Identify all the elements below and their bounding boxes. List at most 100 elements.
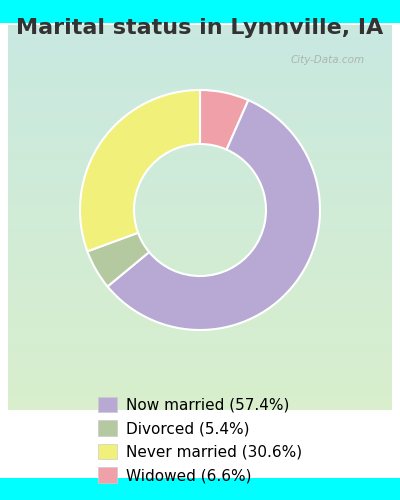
- Bar: [8, 257, 392, 259]
- Bar: [8, 296, 392, 298]
- Bar: [8, 277, 392, 278]
- Bar: [8, 329, 392, 331]
- Bar: [8, 290, 392, 291]
- Bar: [8, 326, 392, 327]
- Bar: [0, 478, 400, 500]
- Bar: [8, 326, 392, 329]
- Bar: [8, 383, 392, 385]
- Bar: [8, 352, 392, 356]
- Bar: [8, 287, 392, 290]
- Bar: [8, 398, 392, 402]
- Bar: [8, 332, 392, 334]
- Bar: [8, 194, 392, 198]
- Bar: [8, 368, 392, 370]
- Bar: [8, 356, 392, 360]
- Bar: [8, 264, 392, 268]
- Bar: [8, 60, 392, 64]
- Bar: [8, 246, 392, 248]
- Bar: [8, 114, 392, 117]
- Wedge shape: [87, 232, 149, 286]
- Bar: [8, 362, 392, 363]
- Bar: [8, 302, 392, 304]
- Bar: [8, 275, 392, 277]
- Bar: [8, 381, 392, 383]
- Bar: [8, 320, 392, 322]
- Bar: [8, 399, 392, 401]
- Bar: [8, 298, 392, 302]
- Text: City-Data.com: City-Data.com: [291, 55, 365, 65]
- Bar: [8, 25, 392, 29]
- Bar: [8, 378, 392, 380]
- Bar: [8, 283, 392, 287]
- Bar: [8, 404, 392, 406]
- Bar: [8, 179, 392, 183]
- Bar: [8, 318, 392, 322]
- Bar: [8, 314, 392, 316]
- Bar: [8, 294, 392, 298]
- Bar: [8, 365, 392, 367]
- Bar: [8, 291, 392, 293]
- Bar: [8, 349, 392, 350]
- Bar: [8, 304, 392, 306]
- Bar: [8, 56, 392, 59]
- Bar: [8, 32, 392, 36]
- Bar: [8, 347, 392, 349]
- Bar: [8, 240, 392, 244]
- Bar: [8, 344, 392, 348]
- Bar: [8, 102, 392, 106]
- Bar: [8, 233, 392, 237]
- Bar: [8, 48, 392, 52]
- Bar: [8, 401, 392, 403]
- Bar: [8, 44, 392, 48]
- Bar: [8, 372, 392, 374]
- Bar: [8, 52, 392, 56]
- Bar: [8, 75, 392, 79]
- Bar: [8, 396, 392, 398]
- Bar: [8, 348, 392, 352]
- Bar: [8, 136, 392, 140]
- Bar: [8, 406, 392, 408]
- Bar: [8, 272, 392, 275]
- Bar: [8, 364, 392, 368]
- Bar: [8, 156, 392, 160]
- Bar: [8, 172, 392, 175]
- Bar: [0, 0, 400, 22]
- Bar: [8, 266, 392, 268]
- Bar: [8, 268, 392, 272]
- Bar: [8, 391, 392, 394]
- Bar: [8, 331, 392, 332]
- Bar: [8, 374, 392, 376]
- Text: Marital status in Lynnville, IA: Marital status in Lynnville, IA: [16, 18, 384, 38]
- Bar: [8, 268, 392, 270]
- Bar: [8, 337, 392, 340]
- Bar: [8, 273, 392, 275]
- Bar: [8, 36, 392, 40]
- Bar: [8, 300, 392, 302]
- Bar: [8, 144, 392, 148]
- Bar: [8, 254, 392, 255]
- Bar: [8, 252, 392, 256]
- Bar: [8, 248, 392, 252]
- Bar: [8, 168, 392, 172]
- Bar: [8, 376, 392, 378]
- Bar: [8, 311, 392, 313]
- Bar: [8, 79, 392, 82]
- Bar: [8, 380, 392, 381]
- Bar: [8, 230, 392, 232]
- Bar: [8, 376, 392, 379]
- Bar: [8, 202, 392, 206]
- Bar: [8, 306, 392, 308]
- Bar: [8, 338, 392, 340]
- Bar: [8, 354, 392, 356]
- Bar: [8, 255, 392, 257]
- Bar: [8, 363, 392, 365]
- Bar: [8, 352, 392, 354]
- Bar: [8, 164, 392, 168]
- Wedge shape: [80, 90, 200, 252]
- Bar: [8, 379, 392, 383]
- Bar: [8, 256, 392, 260]
- Bar: [8, 345, 392, 347]
- Bar: [8, 388, 392, 390]
- Bar: [8, 344, 392, 345]
- Bar: [8, 333, 392, 337]
